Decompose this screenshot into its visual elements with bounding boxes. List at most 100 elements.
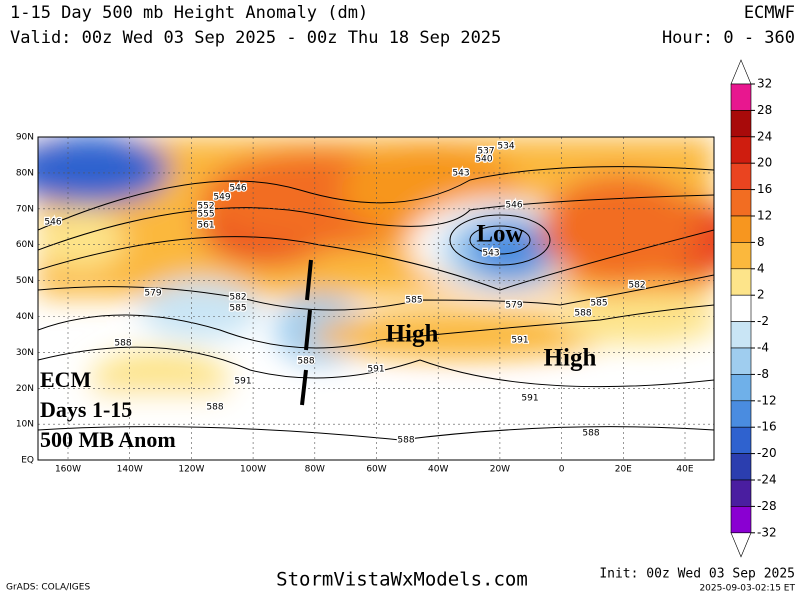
contour-label: 588 <box>114 339 131 349</box>
colorbar-swatch <box>730 162 752 190</box>
colorbar-label: 2 <box>757 288 765 302</box>
lon-label: 60W <box>366 465 386 475</box>
lon-label: 100W <box>240 465 266 475</box>
model: ECMWF <box>744 3 795 23</box>
colorbar-label: -12 <box>757 393 777 407</box>
colorbar-swatch <box>730 374 752 402</box>
colorbar-label: 20 <box>757 156 772 170</box>
contour-label: 588 <box>297 357 314 367</box>
colorbar-label: -16 <box>757 420 777 434</box>
contour-label: 591 <box>521 394 538 404</box>
colorbar-label: 8 <box>757 235 765 249</box>
map-frame <box>37 136 715 461</box>
colorbar-label: -24 <box>757 473 777 487</box>
graticule <box>38 137 714 460</box>
map <box>38 137 714 460</box>
contour-label: 540 <box>475 155 492 165</box>
contour-label: 546 <box>229 184 246 194</box>
contour-label: 588 <box>574 309 591 319</box>
lat-label: 80N <box>16 168 34 178</box>
colorbar-swatch <box>730 189 752 217</box>
colorbar-label: -28 <box>757 499 777 513</box>
lon-label: 160W <box>55 465 81 475</box>
contour-label: 591 <box>367 365 384 375</box>
credit: GrADS: COLA/IGES <box>6 583 90 593</box>
contour-label: 579 <box>505 301 522 311</box>
trough-axis <box>300 259 313 406</box>
pressure-label: High <box>544 345 597 372</box>
lat-label: 50N <box>16 276 34 286</box>
colorbar-label: 24 <box>757 129 772 143</box>
contour-label: 582 <box>229 293 246 303</box>
colorbar-swatch <box>730 347 752 375</box>
contour-label: 585 <box>405 296 422 306</box>
colorbar-swatch <box>730 479 752 507</box>
lon-label: 40W <box>428 465 448 475</box>
colorbar-label: 16 <box>757 182 772 196</box>
contour-label: 579 <box>144 289 161 299</box>
colorbar-swatch <box>730 400 752 428</box>
lat-label: 90N <box>16 133 34 143</box>
colorbar-label: 12 <box>757 209 772 223</box>
colorbar-label: -2 <box>757 314 769 328</box>
colorbar-swatch <box>730 426 752 454</box>
colorbar-label: -4 <box>757 341 769 355</box>
lat-label: 60N <box>16 240 34 250</box>
colorbar-label: -20 <box>757 446 777 460</box>
lon-label: 120W <box>178 465 204 475</box>
pressure-label: High <box>386 321 439 348</box>
lon-label: 40E <box>676 465 693 475</box>
colorbar-label: -32 <box>757 525 777 539</box>
colorbar-end <box>730 532 752 558</box>
contour-label: 585 <box>229 304 246 314</box>
caption: Days 1-15 <box>40 397 132 422</box>
lon-label: 80W <box>305 465 325 475</box>
colorbar-end <box>730 59 752 85</box>
colorbar-label: 4 <box>757 261 765 275</box>
contour-label: 543 <box>482 249 499 259</box>
valid-time: Valid: 00z Wed 03 Sep 2025 - 00z Thu 18 … <box>10 28 501 48</box>
colorbar-swatch <box>730 506 752 534</box>
contour-label: 549 <box>213 193 230 203</box>
contour-label: 555 <box>197 210 214 220</box>
colorbar-swatch <box>730 83 752 111</box>
lat-label: 20N <box>16 384 34 394</box>
contour-label: 543 <box>452 169 469 179</box>
init: Init: 00z Wed 03 Sep 2025 <box>599 567 795 582</box>
lat-label: EQ <box>21 456 34 466</box>
colorbar-swatch <box>730 294 752 322</box>
lat-label: 40N <box>16 312 34 322</box>
colorbar-label: -8 <box>757 367 769 381</box>
pressure-label: Low <box>476 221 523 248</box>
contours <box>38 166 714 441</box>
contour-label: 582 <box>628 281 645 291</box>
caption: ECM <box>40 367 92 392</box>
hours: Hour: 0 - 360 <box>662 28 795 48</box>
site: StormVistaWxModels.com <box>276 569 528 591</box>
contour-label: 591 <box>511 336 528 346</box>
contour-label: 585 <box>590 299 607 309</box>
lat-label: 30N <box>16 348 34 358</box>
contour-label: 552 <box>197 202 214 212</box>
contour-label: 561 <box>197 221 214 231</box>
contour-label: 537 <box>477 147 494 157</box>
contour-label: 588 <box>206 403 223 413</box>
contour-label: 591 <box>234 377 251 387</box>
colorbar: 32 28 24 20 16 12 8 4 2 -2 -4 -8 -12 -16 -20 -24 -28 -32 <box>730 59 777 558</box>
colorbar-swatch <box>730 268 752 296</box>
contour-label: 546 <box>505 201 522 211</box>
lon-label: 20E <box>615 465 632 475</box>
title: 1-15 Day 500 mb Height Anomaly (dm) <box>10 3 368 23</box>
lon-label: 20W <box>490 465 510 475</box>
caption: 500 MB Anom <box>40 427 176 452</box>
contour-label: 546 <box>44 218 61 228</box>
colorbar-swatch <box>730 136 752 164</box>
colorbar-swatch <box>730 453 752 481</box>
stamp: 2025-09-03-02:15 ET <box>699 584 795 594</box>
colorbar-swatch <box>730 321 752 349</box>
contour-label: 534 <box>497 142 514 152</box>
lat-label: 70N <box>16 204 34 214</box>
lat-label: 10N <box>16 420 34 430</box>
colorbar-swatch <box>730 110 752 138</box>
